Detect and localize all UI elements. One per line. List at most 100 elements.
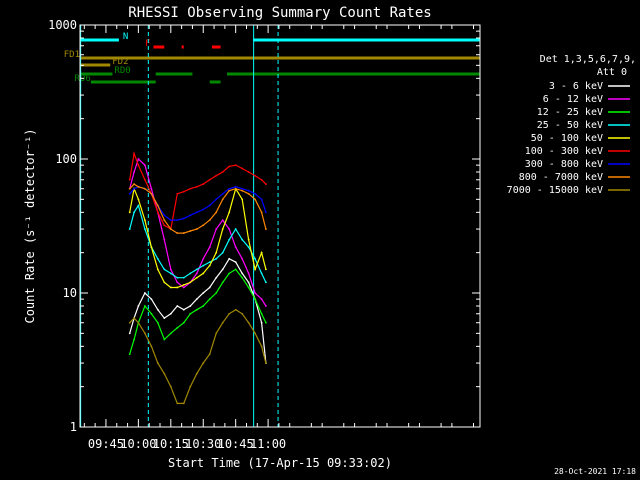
data-point-7-22	[265, 228, 267, 230]
data-point-1-16	[228, 228, 231, 230]
data-point-1-19	[247, 272, 250, 275]
data-point-6-1	[133, 187, 135, 190]
data-point-1-11	[195, 272, 198, 275]
data-point-2-1	[133, 338, 135, 341]
data-point-1-8	[176, 281, 179, 284]
data-point-7-20	[254, 198, 257, 201]
x-tick-label-1: 10:00	[120, 437, 156, 451]
x-tick-label-2: 10:15	[153, 437, 189, 451]
data-point-3-1	[133, 211, 135, 214]
data-point-7-14	[215, 211, 218, 214]
data-point-2-6	[163, 338, 166, 341]
data-point-5-2	[137, 164, 140, 167]
legend-label-1: 6 - 12 keV	[543, 94, 603, 105]
data-point-8-5	[156, 362, 159, 364]
data-point-6-21	[260, 198, 263, 201]
data-point-1-18	[241, 257, 244, 260]
data-point-8-3	[143, 332, 146, 335]
data-point-2-10	[189, 312, 192, 315]
timestamp: 28-Oct-2021 17:18	[554, 467, 636, 476]
chart-title: RHESSI Observing Summary Count Rates	[128, 5, 431, 21]
time-markers	[80, 25, 279, 427]
data-point-7-7	[169, 228, 172, 230]
data-point-5-5	[156, 211, 159, 214]
data-point-0-11	[195, 298, 198, 301]
data-point-6-13	[208, 204, 211, 207]
data-point-2-21	[260, 312, 263, 315]
legend-label-2: 12 - 25 keV	[537, 107, 603, 118]
data-point-3-14	[215, 257, 218, 260]
data-point-0-14	[215, 276, 218, 279]
series-lines	[128, 151, 267, 405]
legend: Det 1,3,5,6,7,9, Att 0 3 - 6 keV 6 - 12 keV…	[507, 54, 636, 196]
data-point-3-10	[189, 272, 192, 275]
data-point-4-8	[176, 286, 179, 289]
data-point-3-12	[202, 264, 205, 267]
data-point-1-9	[182, 286, 185, 289]
legend-label-4: 50 - 100 keV	[531, 133, 603, 144]
data-point-4-0	[128, 211, 131, 214]
data-point-3-20	[254, 257, 257, 260]
data-point-6-12	[202, 208, 205, 211]
data-point-5-13	[208, 178, 211, 181]
data-point-8-16	[228, 312, 231, 315]
data-point-3-2	[137, 204, 140, 207]
data-point-4-6	[163, 281, 166, 284]
data-point-8-7	[169, 385, 172, 388]
data-point-2-22	[265, 321, 267, 324]
data-point-6-17	[234, 185, 237, 188]
data-point-4-15	[221, 228, 224, 230]
data-point-0-8	[176, 305, 179, 307]
flag-label-n: N	[123, 32, 128, 42]
data-point-7-6	[163, 219, 166, 221]
data-point-8-22	[265, 362, 267, 364]
data-point-5-15	[221, 171, 224, 173]
data-point-3-15	[221, 251, 224, 254]
data-point-0-4	[150, 298, 153, 301]
data-point-0-12	[202, 292, 205, 294]
data-point-1-7	[169, 268, 172, 271]
data-point-3-22	[265, 281, 267, 284]
data-point-2-16	[228, 272, 231, 275]
data-point-4-7	[169, 286, 172, 289]
data-point-0-16	[228, 257, 231, 260]
y-tick-label-2: 100	[55, 152, 77, 166]
data-point-4-2	[137, 198, 140, 201]
data-point-5-1	[133, 152, 135, 155]
data-point-1-2	[137, 158, 140, 160]
x-tick-label-5: 11:00	[250, 437, 286, 451]
data-point-2-15	[221, 281, 224, 284]
data-point-4-4	[150, 246, 153, 249]
data-point-8-18	[241, 312, 244, 315]
data-point-4-14	[215, 251, 218, 254]
data-point-1-13	[208, 246, 211, 249]
legend-header-line-1: Det 1,3,5,6,7,9,	[540, 54, 636, 65]
data-point-1-21	[260, 298, 263, 301]
data-point-2-12	[202, 305, 205, 307]
data-point-7-10	[189, 230, 192, 232]
data-point-3-16	[228, 238, 231, 241]
data-point-6-8	[176, 219, 179, 221]
data-point-6-14	[215, 198, 218, 201]
data-point-7-3	[143, 187, 146, 190]
data-point-8-8	[176, 402, 179, 405]
data-point-0-18	[241, 272, 244, 275]
data-point-2-11	[195, 308, 198, 311]
series-line-2	[129, 268, 267, 355]
data-point-6-6	[163, 214, 166, 217]
data-point-5-10	[189, 187, 192, 190]
data-point-3-19	[247, 246, 250, 249]
data-point-2-8	[176, 326, 179, 329]
data-point-6-15	[221, 192, 224, 195]
data-point-5-3	[143, 178, 146, 181]
data-point-6-20	[254, 192, 257, 195]
legend-label-5: 100 - 300 keV	[525, 146, 603, 157]
x-axis-label: Start Time (17-Apr-15 09:33:02)	[168, 456, 392, 470]
data-point-5-8	[176, 192, 179, 195]
data-point-2-13	[208, 298, 211, 301]
data-point-2-7	[169, 332, 172, 335]
plot-frame	[79, 24, 481, 428]
data-point-5-17	[234, 164, 237, 167]
data-point-7-4	[150, 192, 153, 195]
data-point-2-17	[234, 268, 237, 271]
